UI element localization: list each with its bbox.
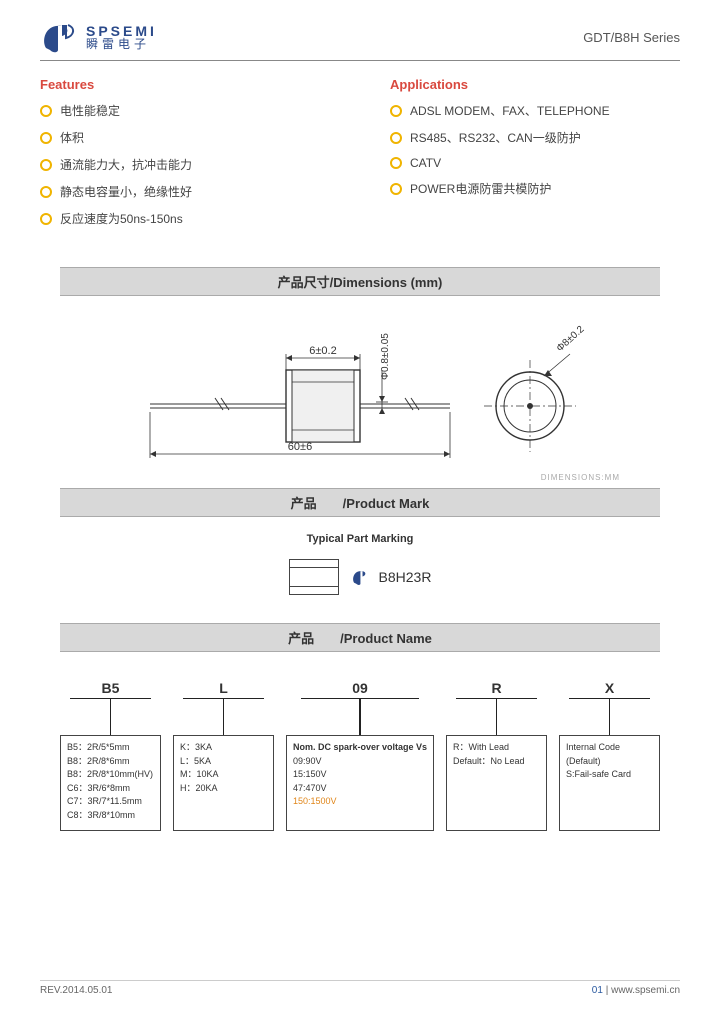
typical-marking-label: Typical Part Marking (40, 533, 680, 545)
naming-box: B5：2R/5*5mmB8：2R/8*6mmB8：2R/8*10mm(HV)C6… (60, 735, 161, 831)
stem-line (110, 699, 111, 735)
naming-head: L (183, 680, 264, 699)
bullet-icon (40, 105, 52, 117)
stem-line (609, 699, 610, 735)
naming-head: X (569, 680, 650, 699)
application-text: ADSL MODEM、FAX、TELEPHONE (410, 102, 610, 119)
application-text: RS485、RS232、CAN一级防护 (410, 129, 581, 146)
naming-row: H：20KA (180, 782, 267, 796)
feature-item: 反应速度为50ns-150ns (40, 210, 330, 227)
feature-text: 通流能力大，抗冲击能力 (60, 156, 192, 173)
naming-column: X Internal Code(Default)S:Fail-safe Card (559, 680, 660, 831)
naming-row: 09:90V (293, 755, 427, 769)
naming-section: B5 B5：2R/5*5mmB8：2R/8*6mmB8：2R/8*10mm(HV)… (60, 680, 660, 831)
naming-row: C7：3R/7*11.5mm (67, 795, 154, 809)
naming-row: Nom. DC spark-over voltage Vs (293, 741, 427, 755)
feature-item: 体积 (40, 129, 330, 146)
applications-section: Applications ADSL MODEM、FAX、TELEPHONE RS4… (390, 77, 680, 237)
naming-row: 15:150V (293, 768, 427, 782)
naming-row: L：5KA (180, 755, 267, 769)
feature-text: 静态电容量小，绝缘性好 (60, 183, 192, 200)
applications-list: ADSL MODEM、FAX、TELEPHONE RS485、RS232、CAN一… (390, 102, 680, 197)
rev-label: REV.2014.05.01 (40, 985, 112, 996)
logo-text-en: SPSEMI (86, 24, 157, 38)
bullet-icon (40, 186, 52, 198)
naming-row: B5：2R/5*5mm (67, 741, 154, 755)
application-item: CATV (390, 156, 680, 170)
features-title: Features (40, 77, 330, 92)
stem-line (223, 699, 224, 735)
dim-lead-dia: Φ0.8±0.05 (380, 333, 391, 380)
bullet-icon (390, 157, 402, 169)
logo-text-cn: 瞬雷电子 (86, 38, 157, 50)
feature-item: 静态电容量小，绝缘性好 (40, 183, 330, 200)
naming-box: Internal Code(Default)S:Fail-safe Card (559, 735, 660, 831)
bullet-icon (40, 159, 52, 171)
feature-item: 通流能力大，抗冲击能力 (40, 156, 330, 173)
page-number: 01 (592, 985, 603, 996)
feature-text: 电性能稳定 (60, 102, 120, 119)
naming-box: R：With LeadDefault：No Lead (446, 735, 547, 831)
naming-head: R (456, 680, 537, 699)
application-item: RS485、RS232、CAN一级防护 (390, 129, 680, 146)
feature-text: 体积 (60, 129, 84, 146)
naming-row: C6：3R/6*8mm (67, 782, 154, 796)
bullet-icon (390, 132, 402, 144)
naming-column: 09 Nom. DC spark-over voltage Vs09:90V15:… (286, 680, 434, 831)
bullet-icon (40, 132, 52, 144)
feature-item: 电性能稳定 (40, 102, 330, 119)
page-footer: REV.2014.05.01 01 | www.spsemi.cn (40, 980, 680, 996)
stem-line (496, 699, 497, 735)
naming-column: L K：3KAL：5KAM：10KAH：20KA (173, 680, 274, 831)
naming-row: S:Fail-safe Card (566, 768, 653, 782)
application-item: ADSL MODEM、FAX、TELEPHONE (390, 102, 680, 119)
dim-total-len: 60±6 (288, 441, 312, 453)
naming-head: B5 (70, 680, 151, 699)
series-label: GDT/B8H Series (583, 30, 680, 45)
dimensions-drawing: 6±0.2 Φ0.8±0.05 60±6 (40, 314, 680, 469)
bullet-icon (390, 183, 402, 195)
dimensions-bar: 产品尺寸/Dimensions (mm) (60, 267, 660, 296)
product-mark-bar: 产品 /Product Mark (60, 488, 660, 517)
naming-row: 47:470V (293, 782, 427, 796)
naming-row: (Default) (566, 755, 653, 769)
naming-row: C8：3R/8*10mm (67, 809, 154, 823)
product-name-bar: 产品 /Product Name (60, 623, 660, 652)
dim-caption: DIMENSIONS:MM (40, 473, 620, 482)
naming-row: Internal Code (566, 741, 653, 755)
naming-box: Nom. DC spark-over voltage Vs09:90V15:15… (286, 735, 434, 831)
dim-outer-dia: Φ8±0.2 (555, 324, 587, 355)
marking-row: B8H23R (40, 559, 680, 595)
application-text: POWER电源防雷共模防护 (410, 180, 551, 197)
mark-box-icon (289, 559, 339, 595)
dim-body-w: 6±0.2 (309, 345, 336, 357)
page-header: SPSEMI 瞬雷电子 GDT/B8H Series (40, 20, 680, 61)
feature-text: 反应速度为50ns-150ns (60, 210, 183, 227)
naming-row: B8：2R/8*6mm (67, 755, 154, 769)
features-section: Features 电性能稳定体积通流能力大，抗冲击能力静态电容量小，绝缘性好反应… (40, 77, 330, 237)
naming-row: B8：2R/8*10mm(HV) (67, 768, 154, 782)
footer-url: www.spsemi.cn (611, 985, 680, 996)
application-text: CATV (410, 156, 441, 170)
footer-right: 01 | www.spsemi.cn (592, 985, 680, 996)
naming-column: R R：With LeadDefault：No Lead (446, 680, 547, 831)
naming-row: 150:1500V (293, 795, 427, 809)
mark-code: B8H23R (379, 569, 432, 585)
application-item: POWER电源防雷共模防护 (390, 180, 680, 197)
bullet-icon (390, 105, 402, 117)
naming-box: K：3KAL：5KAM：10KAH：20KA (173, 735, 274, 831)
stem-line (359, 699, 360, 735)
naming-row: M：10KA (180, 768, 267, 782)
features-list: 电性能稳定体积通流能力大，抗冲击能力静态电容量小，绝缘性好反应速度为50ns-1… (40, 102, 330, 227)
bullet-icon (40, 213, 52, 225)
mini-logo-icon (351, 568, 373, 586)
logo-icon (40, 20, 82, 54)
naming-row: Default：No Lead (453, 755, 540, 769)
logo: SPSEMI 瞬雷电子 (40, 20, 157, 54)
naming-column: B5 B5：2R/5*5mmB8：2R/8*6mmB8：2R/8*10mm(HV)… (60, 680, 161, 831)
naming-row: R：With Lead (453, 741, 540, 755)
naming-head: 09 (301, 680, 419, 699)
naming-row: K：3KA (180, 741, 267, 755)
applications-title: Applications (390, 77, 680, 92)
